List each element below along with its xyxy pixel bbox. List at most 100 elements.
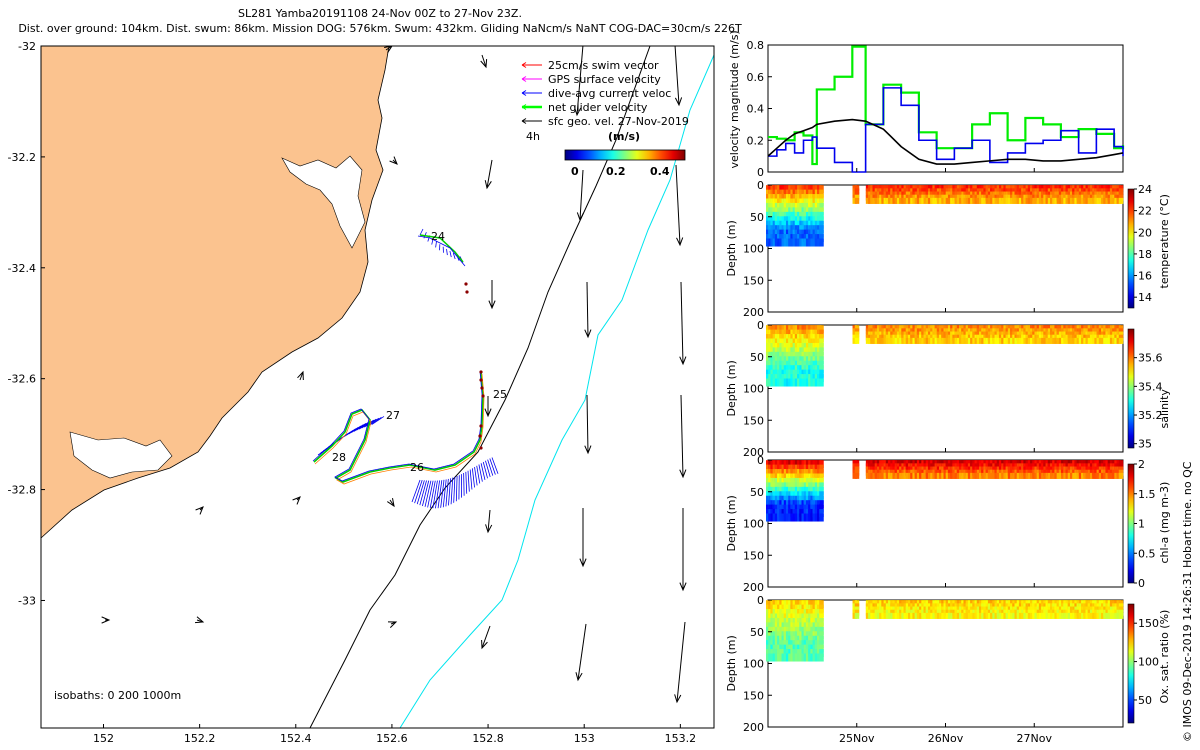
profile-sample [1118,325,1124,332]
profile-sample [819,351,824,360]
depth-tick-label: 150 [743,274,764,287]
sfc-geo-arrow-head [481,639,488,650]
glider-track-24 [419,234,464,263]
sfc-geo-arrow-head [389,156,398,165]
sfc-geo-arrow [486,159,493,189]
profile-sample [819,477,824,486]
speed-cbar-tick-2: 0.4 [650,165,670,178]
current-vector [485,460,491,477]
profile-sample [819,491,824,500]
gps-fix-marker [464,282,468,286]
gps-fix-marker [465,290,469,294]
profile-sample [819,374,824,383]
depth-tick-label: 200 [743,446,764,459]
current-vector [422,480,430,507]
depth-tick-label: 150 [743,549,764,562]
legend-arrowhead [521,104,527,110]
sfc-geo-arrow-head [584,329,592,339]
footer-credit: © IMOS 09-Dec-2019 14:26:31 Hobart time.… [1181,461,1194,742]
interval-label: 4h [526,130,540,143]
sfc-geo-arrow-head [292,496,301,505]
cbar-tick-label: 18 [1138,248,1152,261]
current-vector [452,252,456,260]
current-vector [465,471,468,494]
profile-sample [819,238,824,247]
current-vector [482,461,488,479]
depth-axis-label: Depth (m) [725,635,738,691]
profile-sample [854,185,860,192]
profile-sample [1118,612,1124,619]
profile-sample [854,463,860,470]
velocity-y-label: velocity magnitude (m/s) [728,30,741,168]
sfc-geo-arrow [675,164,681,246]
profile-sample [819,194,824,203]
profile-sample [819,464,824,473]
legend-arrowhead [521,90,527,96]
dive-avg-track-24 [417,235,466,267]
profile-sample [819,653,824,662]
profile-sample [819,220,824,229]
profile-sample [819,482,824,491]
cbar-tick-label: 16 [1138,270,1152,283]
profile-sample [854,197,860,204]
depth-axis-label: Depth (m) [725,220,738,276]
velocity-series-1 [768,87,1124,173]
colorbar-4 [1127,603,1135,724]
profile-sample [819,604,824,613]
profile-sample [854,612,860,619]
cbar-label: chl-a (mg m-3) [1158,482,1171,564]
depth-tick-label: 0 [757,179,764,192]
current-vector [448,478,451,506]
profile-sample [854,460,860,467]
sfc-geo-arrow-head [195,506,204,515]
sfc-geo-arrow-head [485,524,493,534]
sfc-geo-arrow [577,623,587,681]
profile-sample [854,334,860,341]
profile-sample [819,378,824,387]
cbar-tick-label: 35.6 [1138,352,1163,365]
current-vector [435,480,441,509]
sfc-geo-arrow [586,394,589,454]
profile-sample [854,469,860,476]
current-vector [449,251,452,258]
profile-sample [819,207,824,216]
depth-tick-label: 200 [743,581,764,594]
profile-sample [1118,185,1124,192]
estuary [281,155,366,249]
current-vector [446,248,448,256]
sfc-geo-arrow-head [679,356,687,366]
sfc-geo-arrow [481,625,491,649]
current-vector [453,476,456,503]
time-axis-label-1: 26Nov [928,732,964,745]
sfc-geo-arrow [586,281,589,338]
profile-panel-frame-4 [767,599,1124,728]
profile-sample [819,189,824,198]
day-label-27: 27 [386,409,400,422]
depth-tick-label: 50 [750,626,764,639]
depth-tick-label: 0 [757,319,764,332]
sfc-geo-arrow-head [679,469,687,479]
surface-velocity-track [314,373,485,485]
legend-label-4: sfc geo. vel. 27-Nov-2019 [548,115,689,128]
map-vector-layer [101,46,687,704]
map-x-tick-label: 153 [574,732,595,745]
depth-axis-label: Depth (m) [725,495,738,551]
profile-sample [1118,463,1124,470]
profile-sample [819,469,824,478]
profile-sample [819,365,824,374]
sfc-geo-arrow-head [484,180,492,190]
profile-panel-frame-1 [767,184,1124,313]
lagoon [69,431,173,479]
profile-sample [1118,469,1124,476]
velocity-series-2 [767,118,1124,165]
gps-fix-marker [479,446,483,450]
profile-sample [854,472,860,479]
velocity-panel-frame [767,44,1124,173]
gps-fix-marker [481,394,485,398]
profile-sample [819,347,824,356]
current-vector [440,479,445,508]
cbar-label: temperature (°C) [1158,194,1171,288]
profile-sample [1118,609,1124,616]
current-vector [432,480,438,509]
cbar-tick-label: 100 [1138,656,1159,669]
